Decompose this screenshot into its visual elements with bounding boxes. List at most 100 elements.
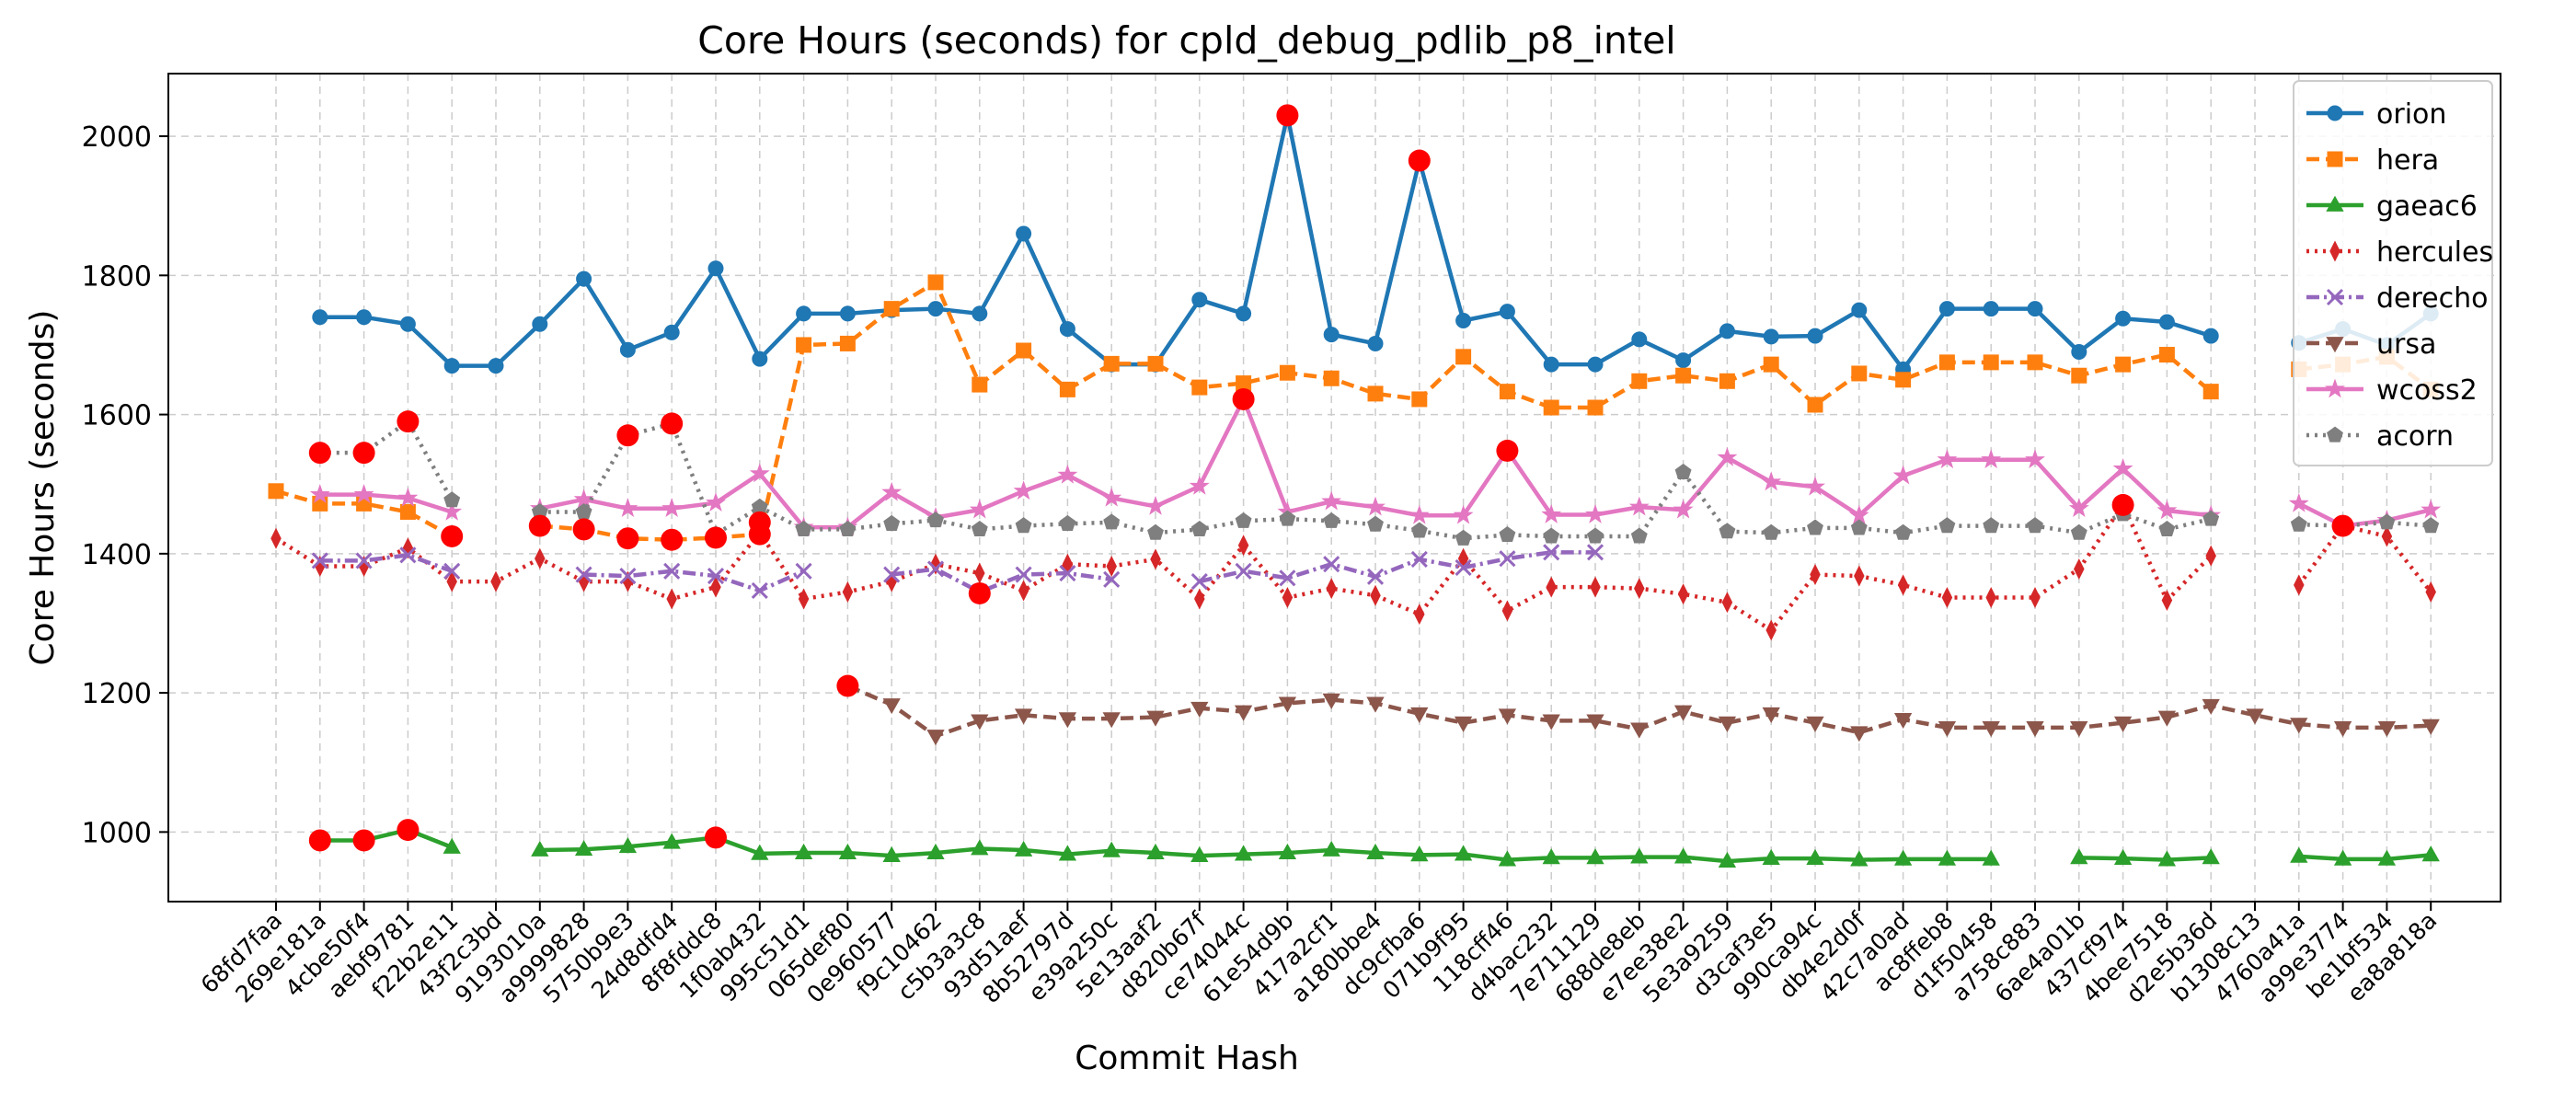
data-point-marker <box>927 274 944 291</box>
data-point-marker <box>1892 465 1914 485</box>
data-point-marker <box>1546 576 1557 598</box>
data-point-marker <box>2071 367 2087 384</box>
data-point-marker <box>2026 721 2044 738</box>
data-point-marker <box>399 316 416 332</box>
y-tick-label: 1400 <box>82 539 152 571</box>
data-point-marker <box>1015 517 1032 534</box>
data-point-marker <box>2288 492 2309 512</box>
data-point-marker <box>883 566 901 583</box>
data-point-marker <box>1058 712 1077 729</box>
series-line-gaeac6 <box>2298 853 2432 862</box>
data-point-marker <box>2156 500 2178 520</box>
data-point-marker <box>2071 344 2087 361</box>
outlier-marker <box>661 412 684 435</box>
data-point-marker <box>1543 356 1559 373</box>
data-point-marker <box>399 503 416 520</box>
data-point-marker <box>1016 342 1032 359</box>
data-point-marker <box>1018 580 1029 602</box>
outlier-marker <box>1276 104 1299 127</box>
data-point-marker <box>1893 849 1913 866</box>
data-point-marker <box>926 560 945 578</box>
data-point-marker <box>1897 574 1909 596</box>
data-point-marker <box>2421 499 2442 519</box>
data-point-marker <box>1191 292 1208 308</box>
data-point-marker <box>795 520 812 536</box>
data-point-marker <box>1938 354 1955 371</box>
data-point-marker <box>1367 385 1384 402</box>
data-point-marker <box>707 260 724 277</box>
data-point-marker <box>1059 564 1076 582</box>
legend-item-orion: orion <box>2306 98 2446 131</box>
data-point-marker <box>268 483 284 500</box>
legend-item-acorn: acorn <box>2306 420 2454 453</box>
data-point-marker <box>1366 696 1385 713</box>
data-point-marker <box>1938 849 1957 866</box>
data-point-marker <box>2377 849 2397 866</box>
data-point-marker <box>2294 574 2305 596</box>
data-point-marker <box>2158 347 2175 363</box>
outlier-marker <box>441 524 464 547</box>
legend-item-hera: hera <box>2306 144 2439 177</box>
legend-item-gaeac6: gaeac6 <box>2306 190 2478 223</box>
data-point-marker <box>1191 379 1208 396</box>
data-point-marker <box>1102 712 1121 729</box>
data-point-marker <box>1455 558 1472 577</box>
data-point-marker <box>1498 708 1517 725</box>
data-point-marker <box>1807 328 1823 344</box>
outlier-marker <box>528 514 551 537</box>
data-point-marker <box>2068 498 2089 518</box>
data-point-marker <box>751 581 768 599</box>
data-point-marker <box>2112 458 2133 477</box>
data-point-marker <box>1981 449 2002 469</box>
chart-title: Core Hours (seconds) for cpld_debug_pdli… <box>697 18 1675 63</box>
series-line-derecho <box>891 567 1112 594</box>
data-point-marker <box>1762 848 1780 866</box>
data-point-marker <box>1499 304 1515 320</box>
data-point-marker <box>1146 843 1165 859</box>
data-point-marker <box>532 316 548 332</box>
data-point-marker <box>926 843 945 859</box>
data-point-marker <box>1454 716 1473 732</box>
data-point-marker <box>1721 592 1733 614</box>
legend: orion hera gaeac6 hercules derecho ursa wcoss2… <box>2293 80 2493 466</box>
data-point-marker <box>2333 721 2352 738</box>
data-point-marker <box>1410 845 1429 862</box>
data-point-marker <box>1631 373 1648 389</box>
data-point-marker <box>446 570 457 592</box>
data-point-marker <box>1718 851 1737 868</box>
data-point-marker <box>1367 335 1384 351</box>
data-point-marker <box>1806 848 1824 866</box>
data-point-marker <box>1630 722 1649 739</box>
data-point-marker <box>2113 716 2133 732</box>
data-point-marker <box>1938 517 1956 534</box>
legend-item-derecho: derecho <box>2306 282 2489 315</box>
data-point-marker <box>930 553 941 575</box>
data-point-marker <box>1454 845 1473 861</box>
data-point-marker <box>1717 446 1738 466</box>
data-point-marker <box>2377 721 2397 738</box>
data-point-marker <box>1585 503 1605 523</box>
data-point-marker <box>1810 564 1821 586</box>
data-point-marker <box>1675 367 1692 384</box>
data-point-marker <box>1586 544 1604 561</box>
data-point-marker <box>1805 476 1825 496</box>
data-point-marker <box>1323 556 1340 573</box>
data-point-marker <box>1190 701 1209 718</box>
legend-label: derecho <box>2376 282 2489 315</box>
series-wcoss2 <box>309 388 2442 536</box>
legend-label: hercules <box>2376 236 2493 269</box>
data-point-marker <box>1367 515 1384 532</box>
data-point-marker <box>1895 372 1912 388</box>
data-point-marker <box>397 487 419 507</box>
data-point-marker <box>1499 384 1515 400</box>
data-point-marker <box>2202 848 2220 865</box>
data-point-marker <box>1719 523 1736 539</box>
data-point-marker <box>619 567 637 585</box>
data-point-marker <box>882 698 901 715</box>
data-point-marker <box>796 337 812 353</box>
data-point-marker <box>2070 848 2088 865</box>
data-point-marker <box>1499 526 1516 543</box>
data-point-marker <box>2421 845 2440 862</box>
data-point-marker <box>1279 510 1296 526</box>
legend-item-wcoss2: wcoss2 <box>2306 374 2478 407</box>
